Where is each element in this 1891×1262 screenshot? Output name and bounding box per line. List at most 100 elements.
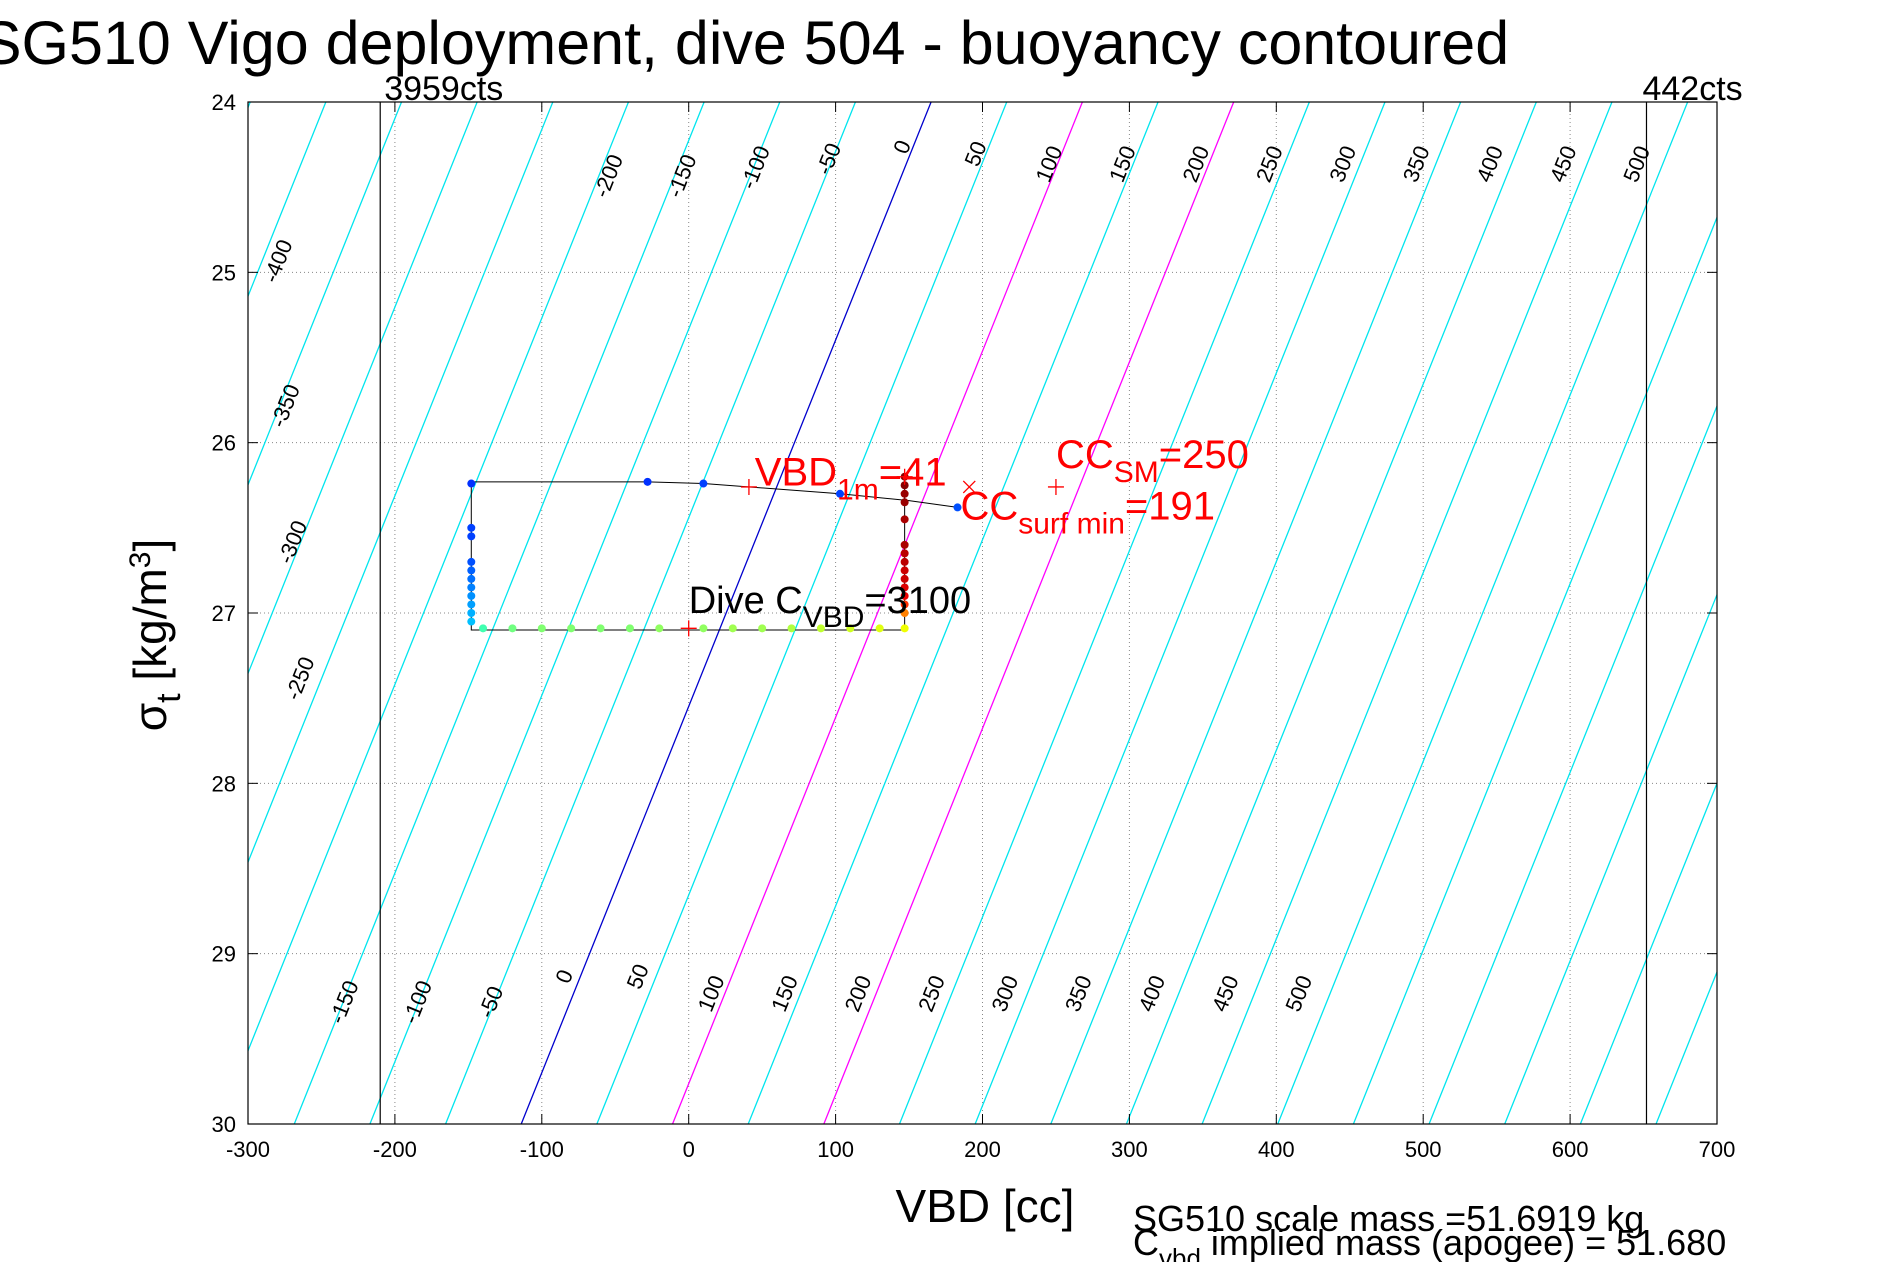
annotation-sub: surf min <box>1018 507 1125 540</box>
trajectory-point <box>900 566 909 575</box>
trajectory-point <box>467 566 476 575</box>
trajectory-point <box>846 624 855 633</box>
annotation-ccsurf: CCsurf min=191 <box>960 484 1215 540</box>
implied-mass-sub: vbd <box>1159 1243 1201 1262</box>
y-tick-label: 30 <box>212 1112 236 1137</box>
annotation-divecvbd: Dive CVBD=3100 <box>689 580 971 634</box>
trajectory-point <box>900 549 909 558</box>
annotation-sub: 1m <box>837 473 879 506</box>
trajectory-point <box>728 624 737 633</box>
trajectory-point <box>479 624 488 633</box>
annotation-main: CC <box>960 484 1018 528</box>
contour-line <box>248 102 554 864</box>
trajectory-point <box>900 489 909 498</box>
annotation-main: CC <box>1056 433 1114 477</box>
trajectory-point <box>655 624 664 633</box>
implied-mass-c: C <box>1133 1222 1159 1262</box>
annotation-sub: SM <box>1114 456 1159 489</box>
x-axis-title: VBD [cc] <box>896 1180 1075 1232</box>
contour-line <box>1428 404 1717 1124</box>
scale-mass-note: SG510 scale mass =51.6919 kg <box>1133 1198 1644 1239</box>
annotation-sub: VBD <box>803 601 865 634</box>
dive-trajectory <box>467 472 962 633</box>
trajectory-point <box>900 609 909 617</box>
trajectory-point <box>900 557 909 566</box>
plus-marker <box>680 620 697 637</box>
trajectory-point <box>625 624 634 633</box>
trajectory-point <box>467 574 476 583</box>
contour-line <box>1277 102 1689 1124</box>
y-tick-label: 26 <box>212 431 236 456</box>
trajectory-point <box>467 532 476 541</box>
trajectory-point <box>900 624 909 633</box>
annotation-main: Dive C <box>689 580 803 622</box>
markers <box>680 468 1064 637</box>
annotation-value: =191 <box>1125 484 1215 528</box>
annotation-main: VBD <box>755 450 837 494</box>
chart-title: SG510 Vigo deployment, dive 504 - buoyan… <box>0 9 1509 77</box>
trajectory-point <box>567 624 576 633</box>
y-tick-label: 27 <box>212 601 236 626</box>
y-tick-label: 25 <box>212 260 236 285</box>
contour-line <box>898 102 1310 1124</box>
trajectory-point <box>596 624 605 633</box>
y-tick-label: 28 <box>212 771 236 796</box>
contour-line <box>1352 215 1717 1124</box>
trajectory-point <box>467 591 476 600</box>
trajectory-point <box>643 477 652 486</box>
x-tick-label: -100 <box>520 1137 564 1162</box>
trajectory-point <box>467 600 476 609</box>
x-tick-label: 400 <box>1258 1137 1295 1162</box>
x-tick-label: -200 <box>373 1137 417 1162</box>
x-tick-label: 300 <box>1111 1137 1148 1162</box>
trajectory-point <box>953 503 962 512</box>
contour-line <box>444 102 857 1124</box>
trajectory-point <box>900 574 909 583</box>
implied-mass-note: Cvbd implied mass (apogee) = 51.680 <box>1133 1222 1726 1262</box>
annotation-vbd1m: VBD1m=41 <box>755 450 947 506</box>
trajectory-point <box>467 557 476 566</box>
contour-line <box>671 102 1083 1124</box>
y-tick-label: 24 <box>212 90 236 115</box>
y-axis-title-unit-close: ] <box>124 539 176 552</box>
trajectory-point <box>467 479 476 488</box>
trajectory-point <box>467 617 476 626</box>
axes: -300 -200 -100 0 100 200 300 400 500 600 700 24 25 26… <box>212 90 1736 1162</box>
trajectory-point <box>875 624 884 633</box>
contour-line <box>369 102 781 1124</box>
contour-line <box>248 102 403 487</box>
y-axis-title: σt [kg/m3] <box>124 539 188 732</box>
y-axis-title-main: σ <box>124 703 176 731</box>
x-tick-label: 600 <box>1552 1137 1589 1162</box>
cross-marker <box>962 480 976 494</box>
y-tick-label: 29 <box>212 942 236 967</box>
annotation-value: =41 <box>879 450 947 494</box>
x-tick-label: 100 <box>817 1137 854 1162</box>
x-tick-label: -300 <box>226 1137 270 1162</box>
y-axis-title-unit: [kg/m <box>124 568 176 693</box>
contour-line <box>520 102 932 1124</box>
trajectory-point <box>900 498 909 507</box>
contour-line <box>248 102 630 1053</box>
plus-marker <box>740 478 757 495</box>
plus-marker <box>1047 478 1064 495</box>
contour-line <box>1050 102 1462 1124</box>
trajectory-point <box>900 583 909 592</box>
contour-line <box>974 102 1386 1124</box>
gridlines <box>248 102 1717 1124</box>
contour-line <box>747 102 1159 1124</box>
contour-line <box>293 102 705 1124</box>
x-tick-label: 0 <box>683 1137 695 1162</box>
x-tick-label: 500 <box>1405 1137 1442 1162</box>
trajectory-point <box>900 540 909 549</box>
trajectory-point <box>467 583 476 592</box>
contour-line <box>1201 102 1613 1124</box>
plus-marker <box>896 468 913 485</box>
trajectory-point <box>699 479 708 488</box>
contour-line <box>823 102 1235 1124</box>
trajectory-point <box>900 600 909 609</box>
x-tick-label: 200 <box>964 1137 1001 1162</box>
trajectory-point <box>836 489 845 498</box>
buoyancy-contours <box>248 102 1717 1124</box>
